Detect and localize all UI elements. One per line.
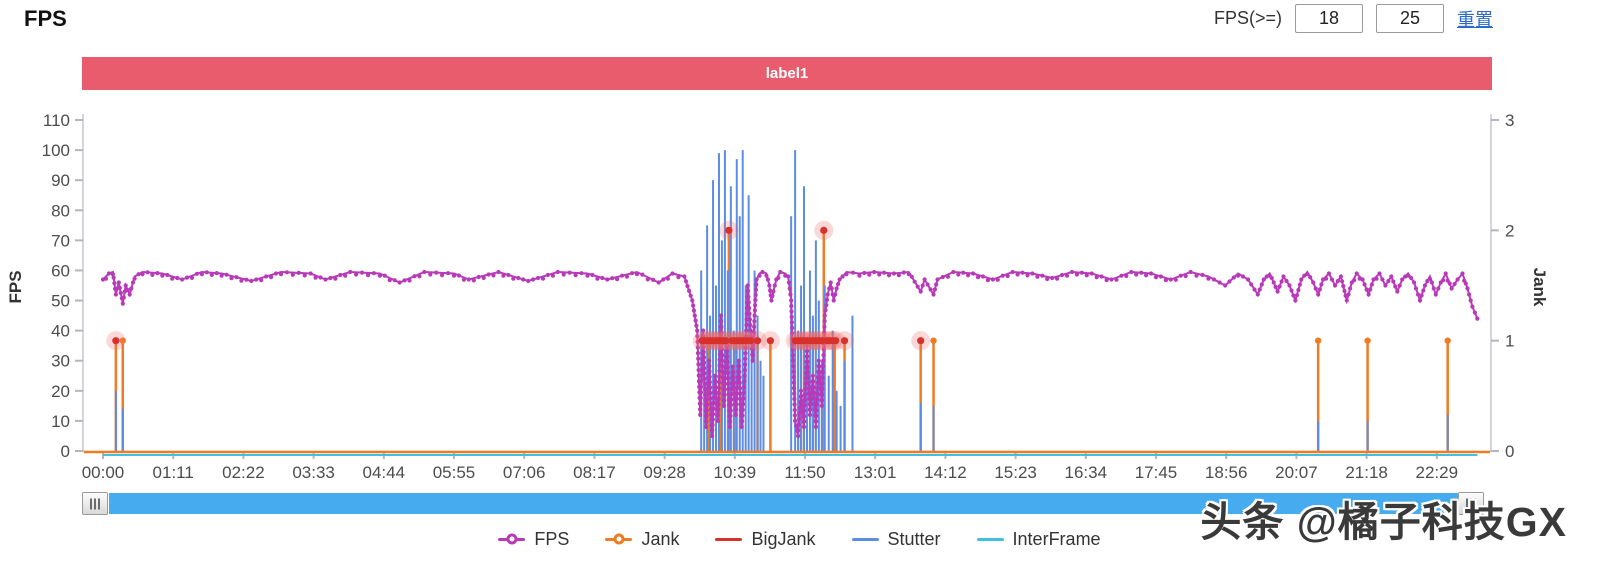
axes: 0 10 20 30 40 50 60 70 80 90 100 110 0 1 2 3 00:00 01:11 0…	[6, 111, 1549, 482]
svg-text:13:01: 13:01	[854, 463, 897, 482]
series-jank	[112, 227, 1451, 452]
legend-item-bigjank[interactable]: BigJank	[715, 528, 816, 550]
svg-text:110: 110	[43, 111, 70, 130]
svg-text:Jank: Jank	[1530, 268, 1549, 307]
svg-text:01:11: 01:11	[153, 463, 194, 482]
svg-text:60: 60	[51, 261, 70, 280]
svg-text:03:33: 03:33	[292, 463, 335, 482]
svg-text:05:55: 05:55	[433, 463, 476, 482]
legend-swatch-icon	[715, 537, 743, 541]
fps-min-input[interactable]	[1295, 4, 1363, 33]
scrollbar-left-handle[interactable]	[82, 492, 108, 515]
grip-icon	[1466, 498, 1476, 509]
svg-text:07:06: 07:06	[503, 463, 546, 482]
svg-text:0: 0	[61, 442, 70, 461]
svg-text:40: 40	[51, 322, 70, 341]
svg-text:80: 80	[51, 201, 70, 220]
svg-text:09:28: 09:28	[643, 463, 686, 482]
banner-label: label1	[765, 65, 809, 82]
svg-text:2: 2	[1505, 221, 1514, 240]
svg-text:14:12: 14:12	[924, 463, 967, 482]
series-stutter	[114, 150, 1449, 452]
scrollbar-right-handle[interactable]	[1458, 492, 1484, 515]
svg-text:11:50: 11:50	[784, 463, 825, 482]
page-title: FPS	[24, 6, 67, 31]
svg-text:30: 30	[51, 352, 70, 371]
svg-text:20:07: 20:07	[1275, 463, 1318, 482]
svg-text:08:17: 08:17	[573, 463, 616, 482]
legend-swatch-icon	[498, 533, 526, 545]
svg-text:21:18: 21:18	[1345, 463, 1388, 482]
svg-text:100: 100	[42, 141, 70, 160]
legend-item-fps[interactable]: FPS	[498, 529, 569, 550]
legend-item-jank[interactable]: Jank	[605, 529, 679, 550]
legend-label: Jank	[641, 528, 680, 549]
svg-text:70: 70	[51, 231, 70, 250]
scrollbar-window[interactable]	[109, 493, 1458, 514]
svg-text:50: 50	[51, 292, 70, 311]
reset-link[interactable]: 重置	[1457, 9, 1493, 30]
svg-text:10: 10	[51, 412, 70, 431]
svg-text:00:00: 00:00	[82, 463, 125, 482]
fps-filter-controls: FPS(>=) 重置	[1214, 4, 1493, 33]
legend-swatch-icon	[851, 537, 879, 541]
chart-legend: FPS Jank BigJank Stutter InterFrame	[0, 524, 1599, 554]
legend-label: FPS	[534, 528, 570, 549]
grip-icon	[90, 498, 100, 509]
svg-text:1: 1	[1505, 332, 1514, 351]
legend-label: BigJank	[751, 528, 816, 549]
svg-text:04:44: 04:44	[363, 463, 406, 482]
svg-text:3: 3	[1505, 111, 1514, 130]
legend-item-interframe[interactable]: InterFrame	[976, 528, 1101, 550]
legend-label: InterFrame	[1012, 528, 1101, 549]
svg-text:22:29: 22:29	[1416, 463, 1459, 482]
time-range-scrollbar[interactable]	[82, 492, 1484, 515]
svg-text:16:34: 16:34	[1065, 463, 1108, 482]
svg-text:10:39: 10:39	[714, 463, 757, 482]
series-fps	[100, 269, 1480, 439]
svg-text:FPS: FPS	[6, 270, 25, 303]
legend-label: Stutter	[887, 528, 941, 549]
svg-text:15:23: 15:23	[994, 463, 1037, 482]
svg-text:17:45: 17:45	[1135, 463, 1178, 482]
fps-max-input[interactable]	[1376, 4, 1444, 33]
svg-text:0: 0	[1505, 442, 1514, 461]
chart-label-banner: label1	[82, 57, 1492, 90]
svg-text:02:22: 02:22	[222, 463, 265, 482]
svg-text:18:56: 18:56	[1205, 463, 1248, 482]
svg-text:90: 90	[51, 171, 70, 190]
series-bigjank	[106, 220, 931, 351]
legend-swatch-icon	[605, 533, 633, 545]
legend-swatch-icon	[976, 537, 1004, 541]
legend-item-stutter[interactable]: Stutter	[851, 528, 941, 550]
svg-text:20: 20	[51, 382, 70, 401]
fps-threshold-label: FPS(>=)	[1213, 8, 1282, 28]
